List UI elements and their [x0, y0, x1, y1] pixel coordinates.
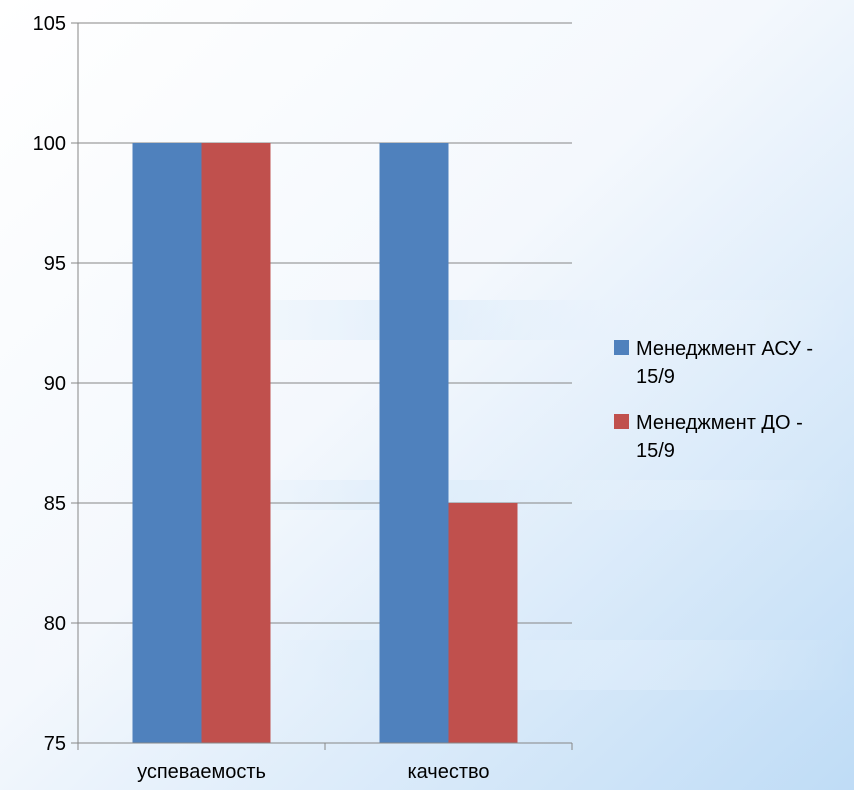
legend-label: 15/9 — [636, 366, 675, 388]
x-category-label: успеваемость — [137, 761, 266, 783]
legend: Менеджмент АСУ - 15/9 Менеджмент ДО - 15/9 — [614, 338, 813, 462]
y-tick-label: 105 — [33, 13, 66, 35]
bar — [448, 503, 518, 743]
legend-label: 15/9 — [636, 440, 675, 462]
legend-label: Менеджмент АСУ - — [636, 338, 813, 360]
legend-label: Менеджмент ДО - — [636, 412, 803, 434]
y-tick-label: 85 — [44, 493, 66, 515]
y-tick-labels: 75 80 85 90 95 100 105 — [33, 13, 66, 755]
bar — [379, 143, 449, 743]
bar — [201, 143, 271, 743]
y-tick-label: 80 — [44, 613, 66, 635]
legend-swatch — [614, 414, 629, 429]
y-tick-label: 95 — [44, 253, 66, 275]
legend-swatch — [614, 340, 629, 355]
y-tick-label: 100 — [33, 133, 66, 155]
bar — [132, 143, 202, 743]
y-tick-label: 90 — [44, 373, 66, 395]
y-tick-label: 75 — [44, 733, 66, 755]
x-category-label: качество — [407, 761, 489, 783]
axes — [71, 22, 573, 750]
category-labels: успеваемость качество — [137, 761, 489, 783]
bars — [132, 143, 518, 743]
